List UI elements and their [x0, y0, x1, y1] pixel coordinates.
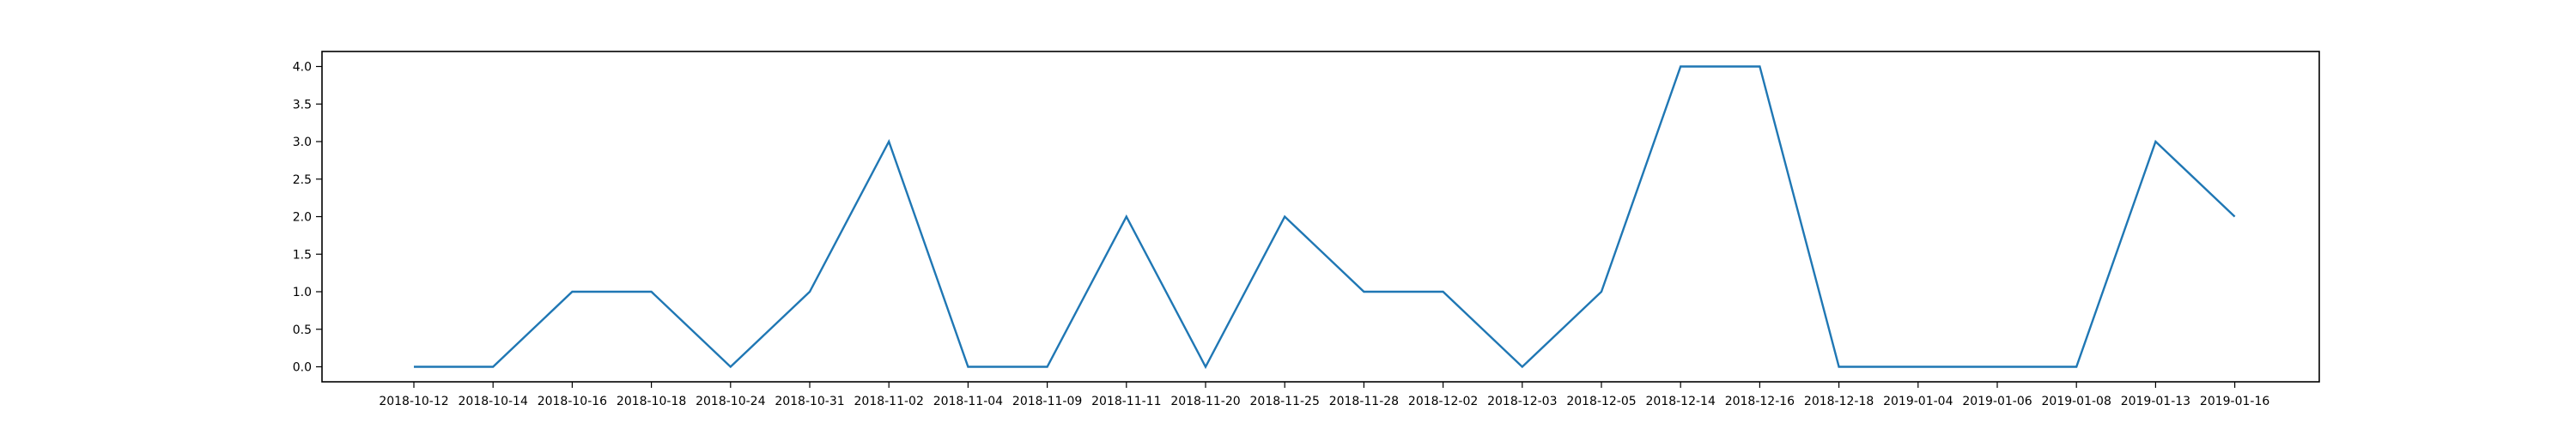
- x-axis: 2018-10-12 2018-10-14 2018-10-16 2018-10-18…: [379, 382, 2269, 408]
- x-tick-label: 2019-01-08: [2042, 395, 2111, 408]
- y-tick-label: 2.5: [293, 173, 312, 187]
- x-tick-label: 2018-11-28: [1329, 395, 1399, 408]
- x-tick-label: 2018-12-16: [1725, 395, 1795, 408]
- y-tick-label: 0.5: [293, 323, 312, 337]
- y-tick-label: 1.5: [293, 248, 312, 262]
- y-tick-label: 0.0: [293, 361, 312, 375]
- x-tick-label: 2019-01-16: [2200, 395, 2269, 408]
- series-line: [414, 65, 2236, 370]
- y-tick-label: 3.5: [293, 98, 312, 112]
- y-tick-label: 3.0: [293, 136, 312, 149]
- x-tick-label: 2018-10-24: [696, 395, 765, 408]
- y-tick-label: 1.0: [293, 286, 312, 299]
- x-tick-label: 2018-11-11: [1091, 395, 1161, 408]
- x-tick-label: 2018-11-09: [1012, 395, 1082, 408]
- x-tick-label: 2018-11-20: [1170, 395, 1240, 408]
- y-tick-label: 2.0: [293, 211, 312, 225]
- x-tick-label: 2018-11-02: [854, 395, 924, 408]
- x-tick-label: 2018-12-03: [1487, 395, 1557, 408]
- x-tick-label: 2018-12-18: [1804, 395, 1874, 408]
- x-tick-label: 2019-01-06: [1962, 395, 2032, 408]
- x-tick-label: 2019-01-13: [2121, 395, 2190, 408]
- x-tick-label: 2019-01-04: [1883, 395, 1953, 408]
- y-axis: 0.0 0.5 1.0 1.5 2.0 2.5 3.0 3.5 4.0: [293, 61, 322, 375]
- x-tick-label: 2018-12-05: [1566, 395, 1636, 408]
- x-tick-label: 2018-10-16: [538, 395, 607, 408]
- x-tick-label: 2018-10-18: [617, 395, 686, 408]
- x-tick-label: 2018-10-31: [775, 395, 844, 408]
- x-tick-label: 2018-12-14: [1646, 395, 1716, 408]
- x-tick-label: 2018-10-12: [379, 395, 448, 408]
- x-tick-label: 2018-12-02: [1408, 395, 1478, 408]
- y-tick-label: 4.0: [293, 61, 312, 75]
- x-tick-label: 2018-11-25: [1250, 395, 1320, 408]
- plot-area: [321, 51, 2320, 383]
- x-tick-label: 2018-10-14: [459, 395, 528, 408]
- x-tick-label: 2018-11-04: [933, 395, 1003, 408]
